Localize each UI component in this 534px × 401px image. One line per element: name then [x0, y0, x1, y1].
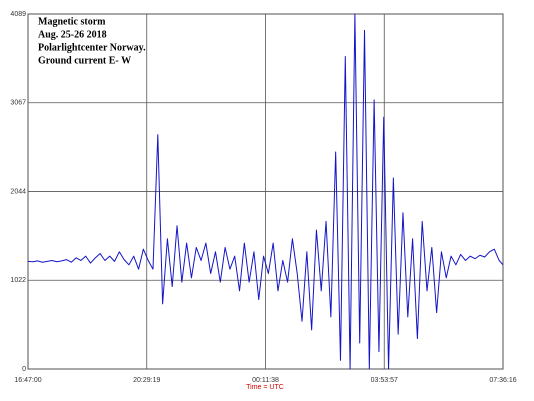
title-line: Magnetic storm [38, 16, 106, 27]
x-tick-label: 03:53:57 [371, 377, 398, 384]
x-tick-label: 00:11:38 [252, 377, 279, 384]
y-tick-label: 0 [22, 366, 26, 373]
x-tick-label: 20:29:19 [133, 377, 160, 384]
title-line: Aug. 25-26 2018 [38, 29, 107, 40]
x-tick-label: 07:36:16 [489, 377, 516, 384]
title-line: Ground current E- W [38, 55, 131, 66]
data-line [27, 13, 504, 370]
y-tick-label: 3067 [10, 100, 26, 107]
x-tick-label: 16:47:00 [14, 377, 41, 384]
x-axis-label: Time = UTC [246, 384, 284, 391]
y-tick-label: 2044 [10, 188, 26, 195]
title-box: Magnetic storm Aug. 25-26 2018 Polarlightc… [38, 16, 146, 66]
y-tick-label: 4089 [10, 11, 26, 18]
title-line: Polarlightcenter Norway. [38, 42, 146, 53]
y-tick-label: 1022 [10, 277, 26, 284]
